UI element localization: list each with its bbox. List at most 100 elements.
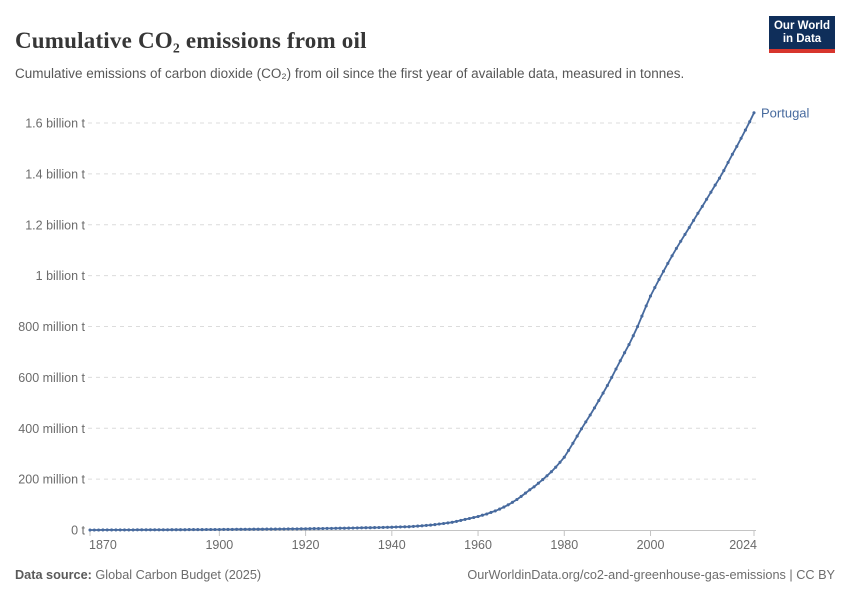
data-point[interactable]	[459, 518, 463, 522]
data-point[interactable]	[196, 528, 200, 532]
data-point[interactable]	[403, 525, 407, 529]
data-point[interactable]	[304, 527, 308, 531]
data-point[interactable]	[269, 527, 273, 531]
data-point[interactable]	[735, 144, 739, 148]
data-point[interactable]	[226, 527, 230, 531]
data-point[interactable]	[161, 528, 165, 532]
data-point[interactable]	[748, 120, 752, 124]
data-point[interactable]	[101, 528, 105, 532]
data-point[interactable]	[364, 526, 368, 530]
data-point[interactable]	[347, 526, 351, 530]
data-point[interactable]	[446, 521, 450, 525]
data-point[interactable]	[140, 528, 144, 532]
data-point[interactable]	[394, 525, 398, 529]
data-point[interactable]	[273, 527, 277, 531]
data-point[interactable]	[648, 294, 653, 298]
data-point[interactable]	[97, 528, 101, 532]
data-point[interactable]	[506, 503, 510, 507]
data-point[interactable]	[687, 225, 691, 230]
data-point[interactable]	[265, 527, 269, 531]
data-point[interactable]	[204, 527, 208, 532]
data-point[interactable]	[351, 526, 355, 530]
data-point[interactable]	[696, 211, 700, 215]
data-point[interactable]	[532, 485, 536, 489]
data-point[interactable]	[567, 448, 571, 452]
data-point[interactable]	[282, 527, 286, 531]
data-point[interactable]	[183, 528, 187, 532]
data-point[interactable]	[692, 218, 696, 222]
footer-source-value[interactable]: Global Carbon Budget (2025)	[95, 568, 262, 582]
data-point[interactable]	[398, 525, 402, 529]
data-point[interactable]	[545, 474, 549, 478]
data-point[interactable]	[510, 500, 515, 504]
data-point[interactable]	[541, 478, 545, 482]
data-point[interactable]	[200, 528, 204, 532]
data-point[interactable]	[588, 413, 592, 417]
data-point[interactable]	[571, 441, 575, 445]
data-point[interactable]	[592, 406, 597, 410]
series-line[interactable]	[90, 112, 755, 531]
data-point[interactable]	[148, 528, 152, 532]
data-point[interactable]	[627, 343, 631, 347]
data-point[interactable]	[213, 527, 217, 532]
data-point[interactable]	[291, 527, 295, 531]
data-point[interactable]	[480, 513, 484, 517]
data-point[interactable]	[260, 527, 265, 531]
data-point[interactable]	[252, 527, 256, 531]
data-point[interactable]	[420, 524, 424, 528]
data-point[interactable]	[597, 398, 601, 403]
data-point[interactable]	[118, 528, 122, 532]
data-point[interactable]	[316, 527, 321, 531]
data-point[interactable]	[700, 204, 704, 208]
data-point[interactable]	[329, 526, 334, 530]
data-point[interactable]	[243, 527, 247, 531]
data-point[interactable]	[114, 528, 118, 532]
data-point[interactable]	[442, 521, 446, 526]
data-point[interactable]	[342, 526, 346, 530]
data-point[interactable]	[610, 375, 614, 379]
series-portugal[interactable]	[88, 111, 756, 532]
data-point[interactable]	[515, 497, 519, 502]
data-point[interactable]	[722, 169, 726, 173]
data-point[interactable]	[528, 488, 532, 492]
data-point[interactable]	[170, 528, 174, 532]
data-point[interactable]	[209, 527, 213, 532]
data-point[interactable]	[640, 314, 644, 318]
data-point[interactable]	[299, 527, 303, 531]
data-point[interactable]	[334, 526, 338, 530]
data-point[interactable]	[416, 524, 420, 528]
data-point[interactable]	[502, 505, 506, 509]
data-point[interactable]	[717, 176, 722, 180]
data-point[interactable]	[355, 526, 359, 530]
data-point[interactable]	[191, 528, 196, 532]
footer-citation[interactable]: OurWorldinData.org/co2-and-greenhouse-ga…	[467, 568, 835, 582]
data-point[interactable]	[437, 522, 441, 526]
data-point[interactable]	[644, 304, 648, 308]
data-point[interactable]	[575, 434, 579, 438]
data-point[interactable]	[472, 515, 476, 520]
data-point[interactable]	[247, 527, 252, 531]
data-point[interactable]	[239, 527, 243, 531]
data-point[interactable]	[558, 460, 562, 464]
data-point[interactable]	[450, 520, 454, 524]
data-point[interactable]	[235, 527, 239, 531]
data-point[interactable]	[476, 514, 480, 519]
data-point[interactable]	[674, 246, 678, 250]
series-label[interactable]: Portugal	[761, 105, 810, 120]
data-point[interactable]	[411, 524, 415, 528]
data-point[interactable]	[88, 528, 92, 532]
data-point[interactable]	[739, 136, 743, 140]
data-point[interactable]	[153, 528, 157, 532]
data-point[interactable]	[385, 525, 390, 529]
data-point[interactable]	[623, 351, 627, 355]
data-point[interactable]	[256, 527, 260, 531]
data-point[interactable]	[286, 527, 290, 531]
data-point[interactable]	[467, 516, 471, 521]
data-point[interactable]	[92, 528, 96, 532]
data-point[interactable]	[463, 517, 467, 521]
data-point[interactable]	[187, 528, 191, 532]
data-point[interactable]	[493, 509, 497, 513]
data-point[interactable]	[338, 526, 342, 530]
data-point[interactable]	[295, 527, 299, 531]
data-point[interactable]	[670, 254, 674, 258]
